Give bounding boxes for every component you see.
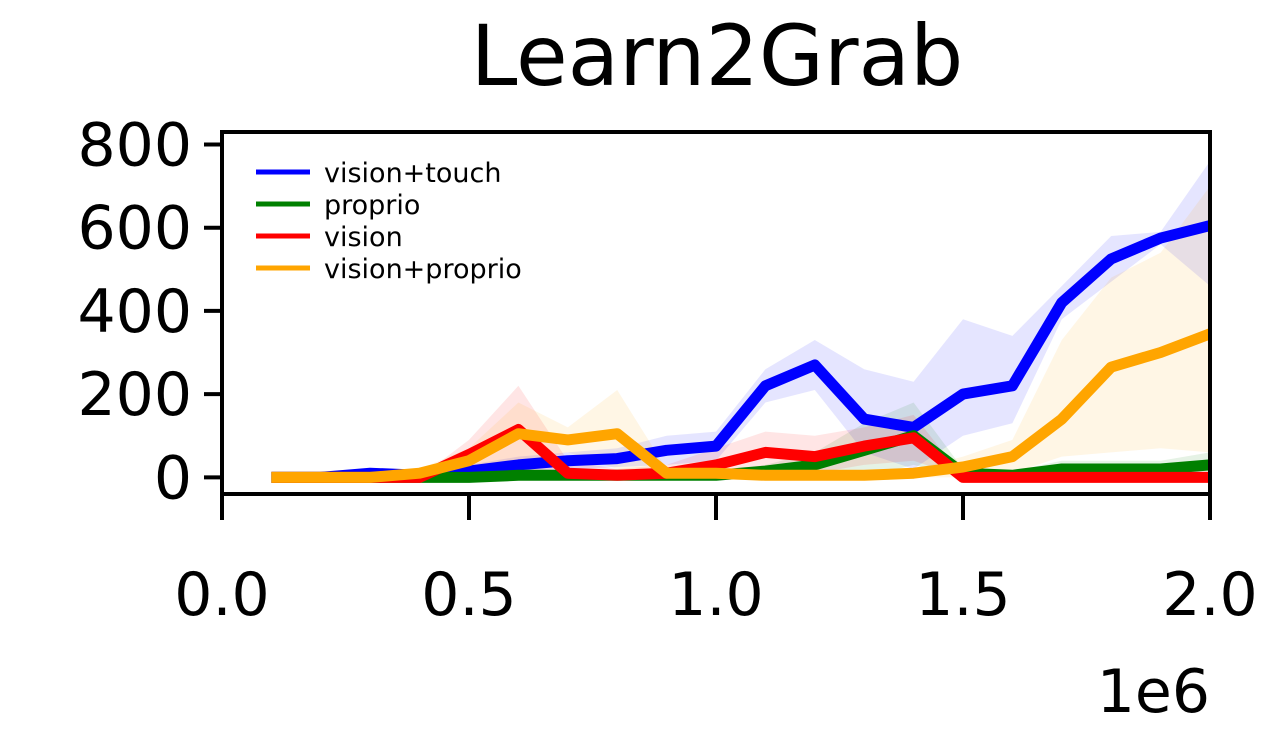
x-offset-label: 1e6 — [1097, 657, 1210, 727]
x-tick-label: 1.0 — [668, 560, 763, 630]
y-tick-label: 800 — [77, 110, 192, 180]
legend-label: vision+proprio — [324, 254, 522, 285]
x-tick-label: 2.0 — [1162, 560, 1257, 630]
y-axis: 0 200 400 600 800 — [77, 110, 222, 513]
x-axis: 0.0 0.5 1.0 1.5 2.0 — [174, 494, 1258, 630]
legend-label: proprio — [324, 190, 420, 221]
legend-label: vision+touch — [324, 158, 501, 189]
x-tick-label: 0.0 — [174, 560, 269, 630]
series-lines — [271, 220, 1212, 483]
y-tick-label: 400 — [77, 277, 192, 347]
band-vision-proprio — [271, 186, 1210, 478]
y-tick-label: 0 — [154, 443, 192, 513]
legend-label: vision — [324, 222, 403, 253]
x-tick-label: 1.5 — [915, 560, 1010, 630]
x-tick-label: 0.5 — [421, 560, 516, 630]
band-vision — [271, 385, 1210, 478]
y-tick-label: 200 — [77, 360, 192, 430]
y-tick-label: 600 — [77, 194, 192, 264]
band-vision-touch — [271, 161, 1210, 478]
chart-title: Learn2Grab — [471, 7, 964, 105]
line-vision-proprio — [271, 328, 1212, 483]
